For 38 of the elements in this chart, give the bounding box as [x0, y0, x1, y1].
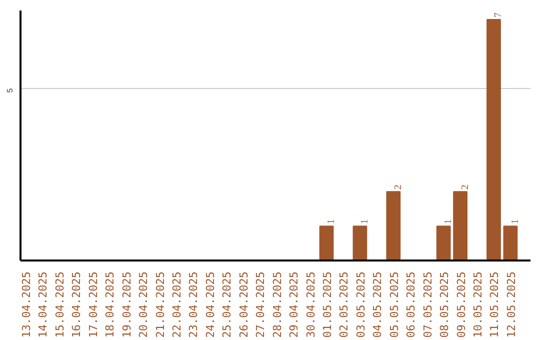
- x-tick-label: 15.04.2025: [53, 271, 66, 338]
- x-tick-label: 08.05.2025: [438, 271, 452, 338]
- x-tick-label: 05.05.2025: [388, 271, 401, 338]
- x-tick-label: 14.04.2025: [36, 271, 50, 338]
- x-tick-label: 10.05.2025: [471, 271, 484, 338]
- x-tick-label: 01.05.2025: [321, 271, 334, 338]
- data-label: 1: [443, 219, 454, 224]
- x-tick-label: 06.05.2025: [404, 271, 418, 338]
- x-tick-label: 28.04.2025: [270, 271, 284, 338]
- data-label: 1: [510, 219, 521, 224]
- x-tick-label: 12.05.2025: [504, 271, 518, 338]
- x-tick-label: 30.04.2025: [304, 271, 318, 338]
- x-tick-label: 16.04.2025: [70, 271, 84, 338]
- x-tick-label: 19.04.2025: [120, 271, 134, 338]
- x-tick-label: 13.04.2025: [20, 271, 34, 338]
- x-tick-label: 11.05.2025: [488, 271, 502, 338]
- x-tick-label: 26.04.2025: [237, 271, 250, 338]
- x-tick-label: 23.04.2025: [187, 271, 200, 338]
- x-tick-label: 04.05.2025: [371, 271, 384, 338]
- data-label: 2: [392, 184, 404, 190]
- x-tick-label: 07.05.2025: [421, 271, 434, 338]
- x-tick-label: 09.05.2025: [454, 271, 468, 338]
- x-tick-label: 18.04.2025: [104, 271, 117, 338]
- x-tick-label: 24.04.2025: [204, 271, 217, 338]
- x-tick-label: 22.04.2025: [170, 271, 184, 338]
- x-tick-label: 27.04.2025: [254, 271, 268, 338]
- data-label: 1: [359, 219, 370, 224]
- data-label: 7: [493, 12, 504, 18]
- data-label: 1: [326, 219, 337, 224]
- x-tick-label: 25.04.2025: [220, 271, 234, 338]
- x-tick-label: 02.05.2025: [338, 271, 351, 338]
- x-tick-label: 03.05.2025: [354, 271, 368, 338]
- x-tick-label: 17.04.2025: [86, 271, 100, 338]
- x-tick-label: 21.04.2025: [154, 271, 167, 338]
- data-label: 2: [460, 184, 471, 190]
- x-tick-label: 29.04.2025: [288, 271, 301, 338]
- y-tick-label: 5: [6, 88, 14, 93]
- x-tick-label: 20.04.2025: [137, 271, 150, 338]
